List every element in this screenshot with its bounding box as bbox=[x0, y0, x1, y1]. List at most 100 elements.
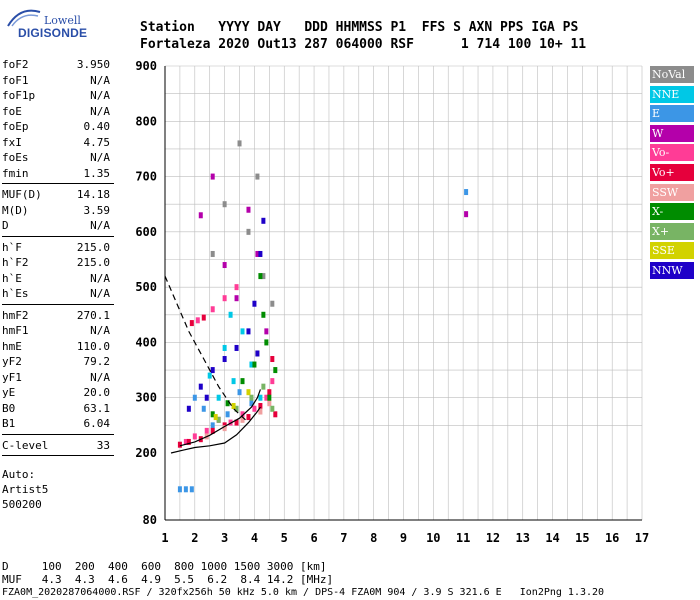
echo-point-nnw bbox=[198, 383, 203, 390]
echo-point-vo bbox=[183, 438, 188, 445]
echo-point-e bbox=[237, 389, 242, 396]
echo-point-nnw bbox=[222, 356, 227, 363]
param-value: 79.2 bbox=[83, 355, 111, 368]
echo-point-nnw bbox=[252, 300, 257, 307]
echo-point-w bbox=[246, 206, 251, 213]
param-row-hf: h`F 215.0 bbox=[2, 241, 112, 255]
param-label: M(D) bbox=[2, 203, 29, 217]
x-tick-label: 7 bbox=[340, 531, 347, 545]
legend-item-w: W bbox=[650, 124, 694, 142]
param-value: N/A bbox=[90, 104, 110, 118]
param-label: foF2 bbox=[2, 58, 29, 71]
echo-point-vo bbox=[270, 356, 275, 363]
echo-point-noval bbox=[261, 273, 266, 280]
legend-item-e: E bbox=[650, 105, 694, 123]
y-tick-label: 900 bbox=[135, 59, 157, 73]
param-value: 3.59 bbox=[83, 203, 111, 217]
echo-point-x bbox=[258, 273, 263, 280]
logo-lowell-text: Lowell bbox=[44, 14, 81, 27]
echo-point-nne bbox=[249, 361, 254, 368]
logo-digisonde-text: DIGISONDE bbox=[18, 26, 88, 40]
param-label: yE bbox=[2, 386, 16, 399]
param-value: N/A bbox=[90, 219, 110, 232]
legend-item-ssw: SSW bbox=[650, 183, 694, 201]
echo-point-vo bbox=[258, 403, 263, 410]
echo-point-vo bbox=[210, 306, 215, 313]
echo-point-vo bbox=[267, 389, 272, 396]
param-row-fof1p: foF1p N/A bbox=[2, 89, 112, 103]
auto-info-line: 500200 bbox=[2, 498, 42, 511]
echo-point-nne bbox=[258, 394, 263, 401]
param-row-fxi: fxI 4.75 bbox=[2, 136, 112, 150]
x-tick-label: 12 bbox=[486, 531, 500, 545]
param-row-he: h`E N/A bbox=[2, 272, 112, 286]
legend-item-x: X- bbox=[650, 203, 694, 221]
echo-point-nne bbox=[216, 394, 221, 401]
x-tick-label: 9 bbox=[400, 531, 407, 545]
x-tick-label: 3 bbox=[221, 531, 228, 545]
param-value: 110.0 bbox=[76, 339, 110, 353]
echo-point-vo bbox=[204, 427, 209, 434]
legend-item-nnw: NNW bbox=[650, 262, 694, 279]
echo-point-nnw bbox=[234, 344, 239, 351]
param-value: N/A bbox=[90, 73, 110, 87]
echo-point-nne bbox=[228, 311, 233, 318]
param-separator bbox=[2, 183, 114, 184]
param-label: B1 bbox=[2, 417, 16, 430]
x-tick-label: 5 bbox=[281, 531, 288, 545]
param-value: 63.1 bbox=[83, 401, 111, 415]
param-label: yF1 bbox=[2, 370, 22, 384]
auto-info-line: Artist5 bbox=[2, 483, 49, 496]
x-tick-label: 13 bbox=[516, 531, 530, 545]
echo-point-nne bbox=[222, 344, 227, 351]
profile-line-dashed-profile bbox=[164, 275, 246, 421]
param-value: 215.0 bbox=[76, 256, 110, 269]
echo-point-w bbox=[255, 250, 260, 257]
param-row-foep: foEp 0.40 bbox=[2, 120, 112, 134]
param-row-hmf1: hmF1 N/A bbox=[2, 324, 112, 338]
echo-point-nnw bbox=[204, 394, 209, 401]
legend-item-sse: SSE bbox=[650, 242, 694, 260]
param-row-clevel: C-level 33 bbox=[2, 439, 112, 453]
param-row-mufd: MUF(D) 14.18 bbox=[2, 188, 112, 202]
echo-point-e bbox=[201, 405, 206, 412]
param-label: hmF1 bbox=[2, 324, 29, 337]
echo-point-ssw bbox=[222, 425, 227, 432]
param-row-d: D N/A bbox=[2, 219, 112, 233]
echo-point-noval bbox=[246, 228, 251, 235]
param-row-fmin: fmin 1.35 bbox=[2, 167, 112, 181]
echo-point-vo bbox=[189, 320, 194, 327]
x-tick-label: 17 bbox=[635, 531, 649, 545]
footer-file-info: FZA0M_2020287064000.RSF / 320fx256h 50 k… bbox=[2, 587, 605, 598]
echo-point-e bbox=[177, 486, 182, 493]
param-row-yf1: yF1 N/A bbox=[2, 371, 112, 385]
param-value: 4.75 bbox=[83, 135, 111, 149]
param-value: N/A bbox=[90, 370, 110, 384]
echo-point-nne bbox=[231, 378, 236, 385]
x-tick-label: 16 bbox=[605, 531, 619, 545]
profile-line-true-height-profile bbox=[170, 406, 261, 454]
y-tick-label: 200 bbox=[135, 446, 157, 460]
echo-point-vo bbox=[246, 414, 251, 421]
param-row-yf2: yF2 79.2 bbox=[2, 355, 112, 369]
echo-point-vo bbox=[192, 433, 197, 440]
echo-point-nnw bbox=[186, 405, 191, 412]
param-label: foF1p bbox=[2, 89, 36, 102]
legend-item-vo: Vo- bbox=[650, 144, 694, 162]
y-tick-label: 700 bbox=[135, 170, 157, 184]
x-tick-label: 14 bbox=[545, 531, 559, 545]
param-label: C-level bbox=[2, 438, 49, 452]
param-separator bbox=[2, 433, 114, 435]
param-value: 20.0 bbox=[83, 386, 111, 399]
echo-point-w bbox=[210, 173, 215, 180]
echo-point-x bbox=[225, 400, 230, 407]
logo-swoosh-icon bbox=[7, 9, 41, 27]
echo-point-nne bbox=[207, 372, 212, 379]
param-value: N/A bbox=[90, 89, 110, 102]
param-label: hmE bbox=[2, 339, 22, 353]
param-value: 33 bbox=[96, 438, 110, 452]
param-label: h`Es bbox=[2, 287, 29, 300]
param-row-foe: foE N/A bbox=[2, 105, 112, 119]
param-row-hes: h`Es N/A bbox=[2, 287, 112, 301]
param-label: fxI bbox=[2, 135, 22, 149]
